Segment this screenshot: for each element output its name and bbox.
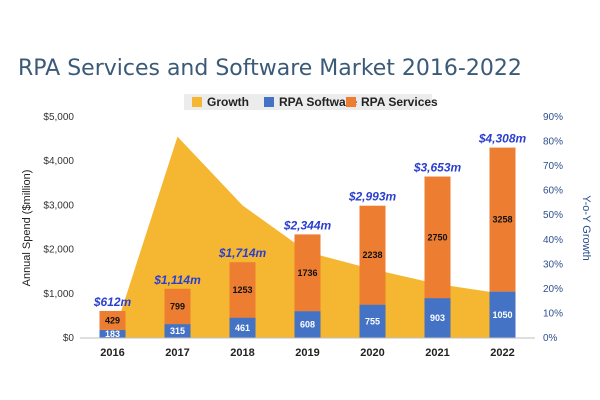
bar-rpa-services-2020: [359, 205, 386, 305]
right-axis: 0% 10% 20% 30% 40% 50% 60% 70% 80% 90%: [543, 112, 563, 344]
bar-rpa-software-2017: [164, 324, 191, 338]
total-label-2020: $2,993m: [348, 190, 397, 204]
x-tick-label: 2019: [295, 347, 319, 359]
y2-tick-label: 90%: [543, 112, 563, 123]
legend-swatch-rpa-software: [264, 97, 274, 107]
bar-rpa-software-2018: [229, 317, 256, 338]
y2-tick-label: 40%: [543, 235, 563, 246]
x-tick-label: 2021: [425, 347, 449, 359]
bar-rpa-software-2020: [359, 304, 386, 338]
y-tick-label: $2,000: [43, 245, 74, 256]
value-label-rpa-software-2018: 461: [235, 323, 250, 333]
x-tick-label: 2022: [490, 347, 514, 359]
y2-tick-label: 60%: [543, 186, 563, 197]
y2-axis-label: Y-o-Y Growth: [580, 195, 592, 260]
x-tick-label: 2020: [360, 347, 384, 359]
value-label-rpa-services-2021: 2750: [427, 232, 447, 242]
legend-label-rpa-software: RPA Software: [279, 95, 357, 109]
value-label-rpa-services-2022: 3258: [492, 215, 512, 225]
value-label-rpa-software-2016: 183: [105, 329, 120, 339]
value-label-rpa-software-2021: 903: [430, 313, 445, 323]
growth-area-layer: [112, 136, 503, 338]
total-label-2016: $612m: [93, 295, 132, 309]
value-label-rpa-services-2016: 429: [105, 315, 120, 325]
bar-rpa-software-2021: [424, 298, 451, 338]
total-label-2018: $1,714m: [218, 246, 267, 260]
total-label-2022: $4,308m: [478, 132, 527, 146]
bar-rpa-software-2016: [99, 329, 126, 338]
x-tick-label: 2018: [230, 347, 254, 359]
value-label-rpa-software-2019: 608: [300, 320, 315, 330]
x-tick-label: 2017: [165, 347, 189, 359]
x-tick-label: 2016: [100, 347, 124, 359]
y2-tick-label: 10%: [543, 308, 563, 319]
bars-layer: [99, 147, 516, 338]
bar-rpa-software-2022: [489, 291, 516, 338]
data-labels-layer: 183 429 $612m 315 799 $1,114m 461 1253 $1,714m 60…: [93, 132, 527, 339]
x-axis: 2016 2017 2018 2019 2020 2021 2022: [80, 337, 535, 359]
total-label-2019: $2,344m: [283, 218, 332, 232]
chart-title: RPA Services and Software Market 2016-20…: [18, 56, 522, 81]
y-tick-label: $3,000: [43, 200, 74, 211]
bar-rpa-services-2022: [489, 147, 516, 292]
bar-rpa-services-2019: [294, 234, 321, 312]
total-label-2021: $3,653m: [413, 161, 462, 175]
y-tick-label: $4,000: [43, 156, 74, 167]
value-label-rpa-services-2020: 2238: [362, 250, 382, 260]
value-label-rpa-software-2017: 315: [170, 326, 185, 336]
value-label-rpa-software-2020: 755: [365, 316, 380, 326]
y-tick-label: $5,000: [43, 112, 74, 123]
y2-tick-label: 30%: [543, 259, 563, 270]
y2-tick-label: 70%: [543, 161, 563, 172]
bar-rpa-software-2019: [294, 311, 321, 338]
y-tick-label: $1,000: [43, 289, 74, 300]
y2-tick-label: 20%: [543, 284, 563, 295]
total-label-2017: $1,114m: [153, 273, 201, 287]
bar-rpa-services-2021: [424, 176, 451, 299]
left-axis: $0 $1,000 $2,000 $3,000 $4,000 $5,000: [43, 112, 74, 344]
legend-swatch-growth: [192, 97, 202, 107]
bar-rpa-services-2016: [99, 310, 126, 330]
legend-label-rpa-services: RPA Services: [361, 95, 438, 109]
bar-rpa-services-2018: [229, 262, 256, 318]
legend: Growth RPA Software RPA Services: [184, 94, 438, 110]
value-label-rpa-services-2017: 799: [170, 301, 185, 311]
y2-tick-label: 50%: [543, 210, 563, 221]
legend-background: [184, 94, 432, 110]
y-axis-label: Annual Spend ($million): [21, 170, 33, 287]
legend-label-growth: Growth: [207, 95, 249, 109]
value-label-rpa-software-2022: 1050: [492, 310, 512, 320]
bar-rpa-services-2017: [164, 288, 191, 325]
y2-tick-label: 0%: [543, 333, 558, 344]
y-tick-label: $0: [63, 333, 75, 344]
value-label-rpa-services-2019: 1736: [297, 268, 317, 278]
value-label-rpa-services-2018: 1253: [232, 285, 252, 295]
growth-area: [112, 136, 503, 338]
legend-swatch-rpa-services: [346, 97, 356, 107]
y2-tick-label: 80%: [543, 137, 563, 148]
